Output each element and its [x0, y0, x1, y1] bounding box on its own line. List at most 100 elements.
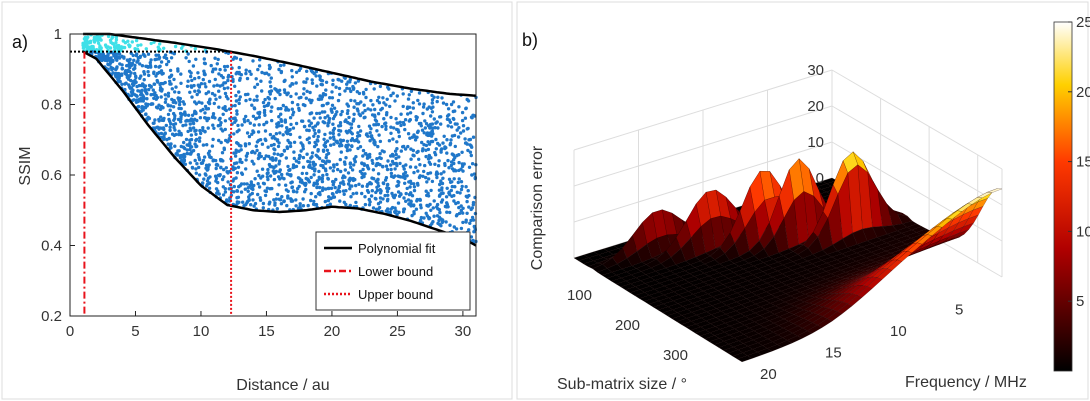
- scatter-point: [426, 171, 430, 176]
- scatter-point: [375, 188, 380, 193]
- scatter-point: [166, 112, 171, 117]
- scatter-point: [403, 127, 407, 132]
- scatter-point: [304, 96, 308, 100]
- scatter-point: [254, 77, 258, 81]
- scatter-point: [206, 100, 211, 105]
- scatter-point: [440, 188, 444, 192]
- scatter-point: [286, 164, 290, 169]
- scatter-point: [471, 218, 476, 222]
- scatter-point: [473, 211, 478, 216]
- scatter-point: [321, 148, 326, 152]
- scatter-point: [183, 146, 187, 151]
- scatter-point: [317, 74, 322, 78]
- scatter-point: [221, 185, 225, 189]
- scatter-point: [309, 69, 314, 73]
- scatter-point: [238, 160, 242, 164]
- scatter-point: [339, 150, 343, 154]
- scatter-point: [399, 123, 403, 128]
- scatter-point: [470, 162, 475, 166]
- scatter-point: [323, 132, 327, 137]
- scatter-point: [359, 100, 363, 104]
- scatter-point: [116, 77, 120, 82]
- scatter-point: [244, 98, 248, 103]
- scatter-point: [290, 107, 294, 111]
- scatter-point: [389, 171, 394, 176]
- scatter-point: [464, 106, 468, 110]
- scatter-point: [199, 82, 204, 86]
- scatter-point: [158, 88, 163, 92]
- scatter-point: [220, 151, 225, 155]
- scatter-point: [436, 207, 440, 211]
- scatter-point: [353, 159, 357, 163]
- scatter-point: [287, 128, 291, 133]
- scatter-point: [300, 171, 304, 176]
- scatter-point: [133, 71, 137, 76]
- scatter-point: [312, 71, 316, 76]
- scatter-point: [197, 75, 201, 80]
- scatter-point: [111, 71, 115, 75]
- scatter-point: [341, 189, 346, 193]
- scatter-point: [378, 196, 383, 200]
- scatter-point: [386, 85, 390, 90]
- scatter-point: [435, 175, 439, 180]
- scatter-point: [414, 207, 419, 211]
- scatter-point: [182, 158, 186, 162]
- scatter-point: [173, 144, 177, 148]
- scatter-point: [312, 183, 316, 187]
- scatter-point: [344, 156, 348, 160]
- scatter-point: [268, 174, 273, 178]
- scatter-point: [439, 150, 443, 154]
- scatter-point: [414, 115, 418, 119]
- scatter-point: [256, 67, 260, 72]
- scatter-point: [312, 134, 316, 138]
- scatter-point: [190, 165, 195, 170]
- scatter-point: [353, 81, 358, 85]
- scatter-point: [266, 95, 270, 100]
- scatter-point: [162, 46, 166, 50]
- scatter-point: [277, 115, 281, 119]
- scatter-point: [395, 213, 399, 217]
- scatter-point: [294, 92, 298, 96]
- scatter-point: [193, 110, 198, 115]
- scatter-point: [178, 156, 183, 160]
- scatter-point: [441, 141, 445, 145]
- scatter-point: [357, 182, 361, 186]
- scatter-point: [316, 97, 321, 101]
- scatter-point: [172, 52, 176, 56]
- scatter-point: [401, 164, 405, 168]
- scatter-point: [330, 192, 335, 196]
- scatter-point: [361, 148, 366, 153]
- scatter-point: [430, 93, 434, 98]
- scatter-point: [309, 121, 313, 125]
- scatter-point: [244, 68, 248, 72]
- scatter-point: [202, 57, 206, 61]
- scatter-point: [294, 70, 299, 75]
- scatter-point: [460, 110, 465, 115]
- scatter-point: [280, 119, 284, 124]
- scatter-point: [445, 186, 449, 190]
- scatter-point: [466, 148, 470, 153]
- scatter-point: [408, 118, 412, 122]
- scatter-point: [323, 116, 327, 120]
- scatter-point: [332, 137, 336, 141]
- scatter-point: [407, 202, 411, 206]
- scatter-point: [412, 170, 416, 175]
- scatter-point: [380, 124, 384, 129]
- scatter-point: [157, 119, 161, 123]
- scatter-point: [430, 101, 434, 105]
- x-axis-title-3d: Sub-matrix size / °: [557, 376, 687, 393]
- scatter-point: [220, 83, 225, 87]
- scatter-point: [123, 41, 128, 45]
- scatter-point: [397, 134, 401, 139]
- scatter-point: [235, 171, 240, 175]
- scatter-point: [277, 159, 282, 163]
- scatter-point: [396, 179, 400, 184]
- scatter-point: [122, 56, 126, 60]
- scatter-point: [217, 138, 221, 143]
- scatter-point: [429, 106, 434, 111]
- scatter-point: [443, 204, 448, 209]
- scatter-point: [274, 164, 278, 168]
- scatter-point: [164, 56, 169, 61]
- scatter-point: [236, 195, 241, 199]
